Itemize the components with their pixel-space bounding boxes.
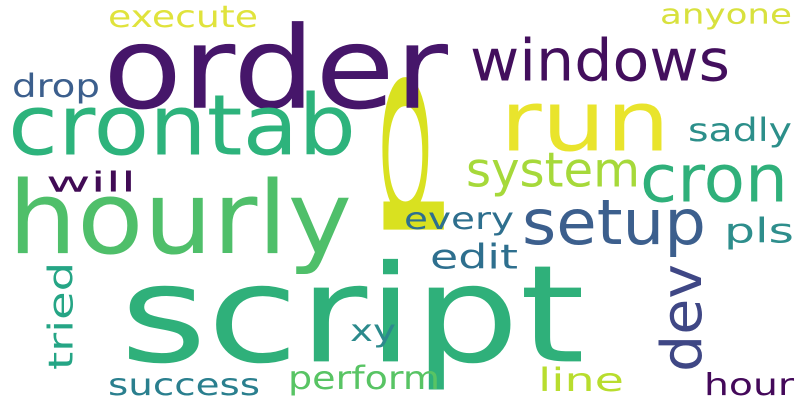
- word-tried: tried: [40, 262, 81, 370]
- word-hour: hour: [704, 367, 794, 400]
- word-run: run: [500, 72, 670, 171]
- word-system: system: [466, 141, 640, 198]
- word-line: line: [538, 361, 624, 399]
- word-xy: xy: [350, 313, 396, 349]
- word-anyone: anyone: [660, 0, 792, 31]
- word-pls: pls: [724, 210, 794, 251]
- word-execute: execute: [108, 0, 258, 35]
- word-hourly: hourly: [8, 158, 352, 278]
- word-sadly: sadly: [688, 111, 792, 149]
- word-setup: setup: [522, 186, 706, 259]
- word-drop: drop: [12, 67, 100, 105]
- word-crontab: crontab: [8, 76, 356, 175]
- word-windows: windows: [470, 26, 730, 95]
- word-script: script: [120, 235, 585, 394]
- word-success: success: [108, 367, 260, 400]
- word-order: order: [103, 1, 448, 136]
- word-cron: cron: [640, 140, 788, 218]
- word-every: every: [404, 201, 514, 237]
- word-dev: dev: [648, 264, 715, 372]
- word-perform: perform: [288, 359, 440, 397]
- word-will: will: [46, 165, 136, 199]
- word-edit: edit: [430, 236, 518, 277]
